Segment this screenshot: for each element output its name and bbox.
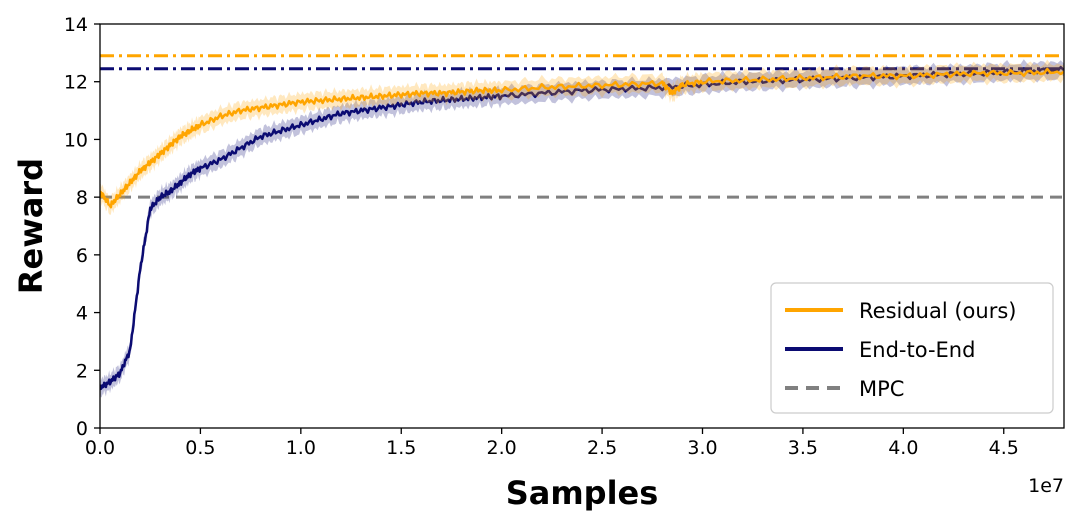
series-line-residual-ours	[100, 67, 1064, 209]
x-tick-label: 1.5	[386, 437, 416, 459]
legend-label: MPC	[859, 377, 904, 401]
y-tick-label: 12	[64, 72, 88, 94]
x-axis-multiplier: 1e7	[1028, 475, 1064, 497]
axes: 0.0 0.5 1.0 1.5 2.0 2.5 3.0 3.5 4.0 4.5 0 2 4 6 8 10 12 1…	[64, 14, 1065, 459]
x-axis-title: Samples	[506, 474, 659, 512]
x-tick-label: 2.5	[587, 437, 617, 459]
legend-label: End-to-End	[859, 338, 975, 362]
x-tick-label: 2.0	[487, 437, 517, 459]
legend: Residual (ours) End-to-End MPC	[770, 282, 1054, 414]
x-tick-label: 0.0	[85, 437, 115, 459]
y-tick-label: 6	[76, 245, 88, 267]
axes-frame	[99, 23, 1065, 429]
plot-area	[100, 54, 1064, 398]
legend-box	[770, 282, 1054, 414]
y-tick-label: 14	[64, 14, 88, 36]
x-tick-label: 3.5	[788, 437, 818, 459]
y-tick-label: 2	[76, 360, 88, 382]
y-tick-label: 10	[64, 129, 88, 151]
y-tick-label: 0	[76, 418, 88, 440]
x-tick-label: 4.0	[888, 437, 918, 459]
y-axis-title: Reward	[12, 158, 50, 294]
x-tick-label: 4.5	[989, 437, 1019, 459]
legend-label: Residual (ours)	[859, 299, 1016, 323]
series-line-end-to-end	[100, 65, 1064, 391]
x-tick-label: 3.0	[687, 437, 717, 459]
y-tick-label: 8	[76, 187, 88, 209]
series-band-residual-ours	[100, 59, 1064, 215]
plot-inner	[100, 54, 1064, 398]
x-tick-label: 0.5	[185, 437, 215, 459]
y-tick-label: 4	[76, 303, 88, 325]
x-tick-label: 1.0	[286, 437, 316, 459]
